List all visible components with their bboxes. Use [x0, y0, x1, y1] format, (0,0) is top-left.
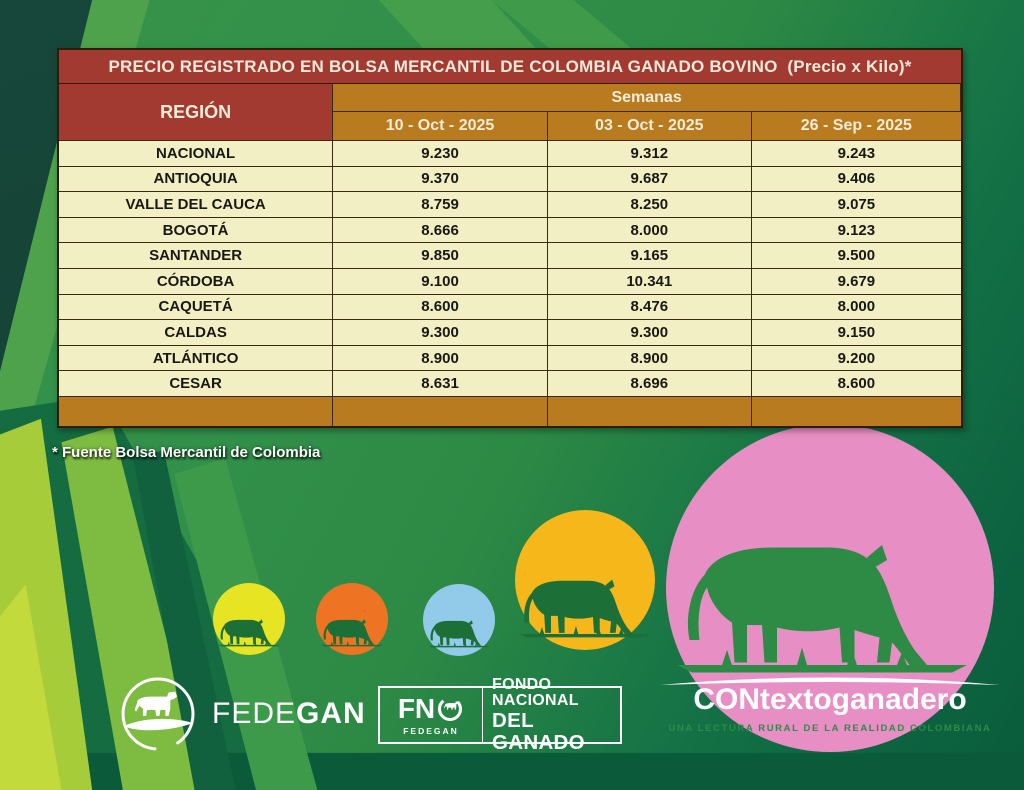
contexto-wordmark: CONtextoganadero — [693, 683, 967, 716]
price-cell: 9.312 — [547, 141, 752, 167]
region-cell: CAQUETÁ — [59, 294, 334, 321]
price-cell: 8.600 — [333, 294, 548, 321]
fng-title-line2: DEL GANADO — [492, 709, 585, 754]
price-cell: 8.666 — [333, 217, 548, 244]
table-footer-row — [59, 397, 961, 426]
table-row: ANTIOQUIA 9.370 9.687 9.406 — [59, 166, 961, 193]
fng-acronym: FN — [397, 692, 436, 724]
region-cell: CALDAS — [59, 320, 334, 346]
table-header: REGIÓN Semanas 10 - Oct - 2025 03 - Oct … — [59, 84, 961, 141]
price-cell: 8.696 — [547, 371, 752, 397]
table-row: BOGOTÁ 8.666 8.000 9.123 — [59, 217, 961, 244]
source-footnote: * Fuente Bolsa Mercantil de Colombia — [52, 444, 321, 461]
table-row: CÓRDOBA 9.100 10.341 9.679 — [59, 268, 961, 295]
price-cell: 9.300 — [333, 320, 548, 346]
region-cell: NACIONAL — [59, 141, 334, 167]
fng-right-pane: FONDO NACIONAL DEL GANADO — [483, 676, 620, 753]
fng-left-pane: FN FEDEGAN — [380, 688, 483, 742]
cow-icon — [217, 614, 281, 648]
price-cell: 9.100 — [333, 268, 548, 295]
price-cell: 8.900 — [547, 345, 752, 372]
price-cell: 8.900 — [333, 345, 548, 372]
table-body: NACIONAL 9.230 9.312 9.243 ANTIOQUIA 9.3… — [59, 141, 961, 397]
table-row: VALLE DEL CAUCA 8.759 8.250 9.075 — [59, 192, 961, 218]
fng-title-line1: FONDO NACIONAL — [492, 675, 579, 710]
price-cell: 9.500 — [751, 243, 961, 269]
price-cell: 9.150 — [751, 320, 961, 346]
table-row: CALDAS 9.300 9.300 9.150 — [59, 320, 961, 346]
price-cell: 9.165 — [547, 243, 752, 269]
price-cell: 9.406 — [751, 166, 961, 193]
cow-badge-yellow — [213, 583, 285, 655]
weeks-header-cell: Semanas — [333, 84, 961, 112]
price-cell: 8.000 — [547, 217, 752, 244]
cow-icon — [135, 692, 178, 716]
week-column-header: 03 - Oct - 2025 — [547, 112, 752, 141]
price-cell: 9.850 — [333, 243, 548, 269]
fng-g-emblem — [438, 696, 463, 721]
price-cell: 8.600 — [751, 371, 961, 397]
table-row: NACIONAL 9.230 9.312 9.243 — [59, 141, 961, 167]
cow-icon — [444, 701, 459, 709]
contextoganadero-logo: CONtextoganadero UNA LECTURA RURAL DE LA… — [660, 684, 1000, 734]
price-cell: 8.476 — [547, 294, 752, 321]
table-row: ATLÁNTICO 8.900 8.900 9.200 — [59, 345, 961, 372]
price-cell: 9.230 — [333, 141, 548, 167]
price-cell: 8.759 — [333, 192, 548, 218]
table-title: PRECIO REGISTRADO EN BOLSA MERCANTIL DE … — [59, 50, 961, 84]
cow-icon — [672, 520, 972, 680]
region-cell: ANTIOQUIA — [59, 166, 334, 193]
price-cell: 9.300 — [547, 320, 752, 346]
cow-badge-pink — [666, 424, 994, 752]
table-row: CESAR 8.631 8.696 8.600 — [59, 371, 961, 397]
region-cell: CESAR — [59, 371, 334, 397]
price-cell: 9.200 — [751, 345, 961, 372]
table-row: CAQUETÁ 8.600 8.476 8.000 — [59, 294, 961, 321]
region-cell: SANTANDER — [59, 243, 334, 269]
price-cell: 9.370 — [333, 166, 548, 193]
region-cell: CÓRDOBA — [59, 268, 334, 295]
fedegan-emblem — [121, 677, 195, 751]
price-cell: 9.123 — [751, 217, 961, 244]
price-cell: 9.687 — [547, 166, 752, 193]
fng-logo: FN FEDEGAN FONDO NACIONAL DEL GANADO — [378, 676, 622, 753]
cow-badge-blue — [423, 584, 495, 656]
region-cell: BOGOTÁ — [59, 217, 334, 244]
fedegan-logo: FEDEGAN — [118, 674, 366, 754]
price-cell: 8.631 — [333, 371, 548, 397]
cow-badge-gold — [515, 510, 655, 650]
region-header-cell: REGIÓN — [59, 84, 334, 141]
price-cell: 9.075 — [751, 192, 961, 218]
fedegan-wordmark: FEDEGAN — [212, 697, 366, 730]
contexto-tagline: UNA LECTURA RURAL DE LA REALIDAD COLOMBI… — [668, 722, 992, 734]
swoosh-line — [660, 677, 1000, 685]
price-cell: 9.243 — [751, 141, 961, 167]
cow-icon — [517, 568, 653, 641]
price-cell: 9.679 — [751, 268, 961, 295]
week-column-header: 10 - Oct - 2025 — [333, 112, 548, 141]
cow-badge-orange — [316, 583, 388, 655]
fng-brand: FEDEGAN — [403, 725, 459, 736]
region-cell: VALLE DEL CAUCA — [59, 192, 334, 218]
price-table: PRECIO REGISTRADO EN BOLSA MERCANTIL DE … — [57, 48, 963, 428]
region-cell: ATLÁNTICO — [59, 345, 334, 372]
cow-icon — [427, 615, 491, 649]
cow-icon — [320, 614, 384, 648]
table-row: SANTANDER 9.850 9.165 9.500 — [59, 243, 961, 269]
grass-swoosh — [124, 718, 193, 731]
price-cell: 10.341 — [547, 268, 752, 295]
price-cell: 8.000 — [751, 294, 961, 321]
week-column-header: 26 - Sep - 2025 — [751, 112, 961, 141]
price-cell: 8.250 — [547, 192, 752, 218]
